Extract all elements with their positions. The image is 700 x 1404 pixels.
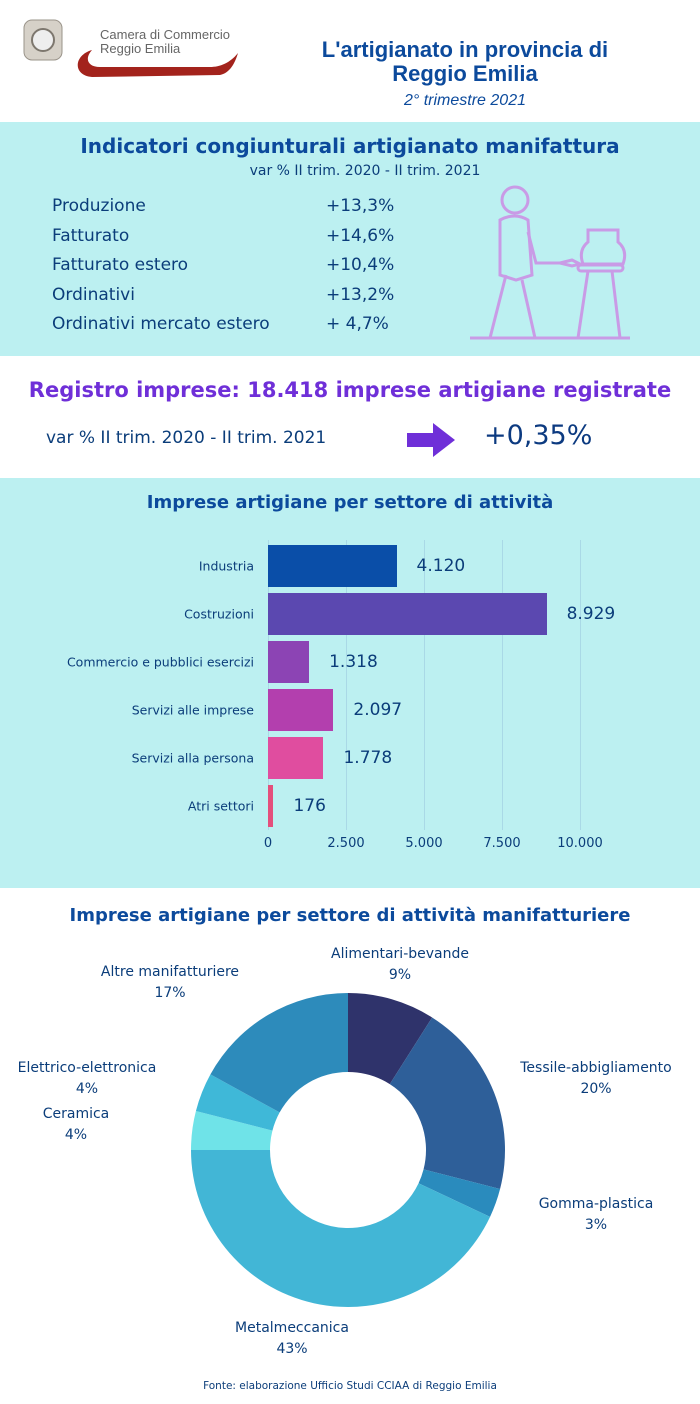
indicator-label: Fatturato estero [52,255,189,275]
bar-value-label: 1.778 [343,748,393,768]
indicators-section [0,122,700,356]
page-subtitle: 2° trimestre 2021 [403,92,526,109]
indicators-subtitle: var % II trim. 2020 - II trim. 2021 [249,163,481,179]
donut-category: Ceramica [42,1106,110,1122]
bar [268,593,547,635]
x-tick-label: 0 [263,836,273,851]
indicator-value: +13,3% [326,196,395,216]
grid-line [580,540,581,830]
donut-category: Tessile-abbigliamento [520,1060,672,1076]
registro-var-label: var % II trim. 2020 - II trim. 2021 [46,428,327,448]
donut-percent: 9% [388,967,412,983]
indicator-label: Ordinativi mercato estero [52,314,270,334]
donut-label: Tessile-abbigliamento 20% [486,1058,700,1100]
bar-category-label: Servizi alle imprese [131,702,254,718]
donut-percent: 43% [276,1341,308,1357]
donut-percent: 3% [584,1217,608,1233]
donut-category: Elettrico-elettronica [17,1060,157,1076]
title-line-1: L'artigianato in provincia di [321,37,609,62]
x-tick-label: 10.000 [557,836,603,851]
donut-percent: 4% [64,1127,88,1143]
bar [268,737,324,779]
page-title: L'artigianato in provincia di Reggio Emi… [270,38,660,86]
grid-line [424,540,425,830]
bar-value-label: 4.120 [416,556,466,576]
bar [268,689,334,731]
donut-label: Ceramica 4% [0,1104,186,1146]
donut-category: Alimentari-bevande [331,946,469,962]
arrow-right-icon [407,423,455,457]
logo-text-2: Reggio Emilia [100,41,181,56]
bar-category-label: Atri settori [187,798,254,814]
indicator-value: +10,4% [326,255,395,275]
bar [268,545,397,587]
donut-slice [210,993,348,1113]
donut-label: Gomma-plastica 3% [486,1194,700,1236]
bar-category-label: Industria [198,558,254,574]
donut-label: Altre manifatturiere 17% [60,962,280,1004]
donut-slice [348,993,433,1085]
registro-title: Registro imprese: 18.418 imprese artigia… [28,378,672,402]
donut-label: Elettrico-elettronica 4% [0,1058,197,1100]
potter-illustration-icon [470,185,630,340]
bar-value-label: 176 [293,796,326,816]
donut-percent: 4% [75,1081,99,1097]
bar-chart-title: Imprese artigiane per settore di attivit… [146,492,554,513]
bar [268,785,274,827]
source-note: Fonte: elaborazione Ufficio Studi CCIAA … [203,1380,497,1392]
indicator-value: +14,6% [326,225,395,246]
logo-text: Camera di Commercio Reggio Emilia [100,28,230,56]
donut-chart-title: Imprese artigiane per settore di attivit… [69,905,631,926]
indicator-label: Produzione [52,196,146,216]
indicator-value: + 4,7% [326,314,389,334]
donut-percent: 17% [154,985,186,1001]
donut-category: Metalmeccanica [235,1320,349,1336]
bar-value-label: 2.097 [353,700,403,720]
grid-line [346,540,347,830]
donut-category: Gomma-plastica [538,1196,654,1212]
donut-category: Altre manifatturiere [100,964,240,980]
logo-text-1: Camera di Commercio [100,27,231,42]
x-tick-label: 2.500 [327,836,365,851]
bar-category-label: Costruzioni [184,606,254,622]
x-tick-label: 7.500 [483,836,521,851]
bar-category-label: Servizi alla persona [131,750,254,766]
grid-line [268,540,269,830]
bar-value-label: 8.929 [566,604,616,624]
bar-value-label: 1.318 [329,652,378,672]
indicator-value: +13,2% [326,284,395,305]
indicator-label: Fatturato [52,225,130,246]
bar-category-label: Commercio e pubblici esercizi [66,654,254,670]
registro-var-value: +0,35% [484,420,593,451]
logo-swoosh-icon [77,50,238,77]
donut-label: Metalmeccanica 43% [182,1318,402,1360]
chamber-seal-icon [23,19,63,61]
grid-line [502,540,503,830]
donut-slice [389,1017,506,1190]
bar [268,641,310,683]
indicator-label: Ordinativi [52,284,135,305]
donut-slice [195,1074,280,1131]
donut-slice [418,1169,501,1217]
donut-percent: 20% [580,1081,612,1097]
title-line-2: Reggio Emilia [392,61,538,86]
donut-slice [191,1150,491,1307]
donut-slice [191,1110,273,1150]
indicators-title: Indicatori congiunturali artigianato man… [80,134,620,158]
donut-label: Alimentari-bevande 9% [290,944,510,986]
x-tick-label: 5.000 [405,836,443,851]
